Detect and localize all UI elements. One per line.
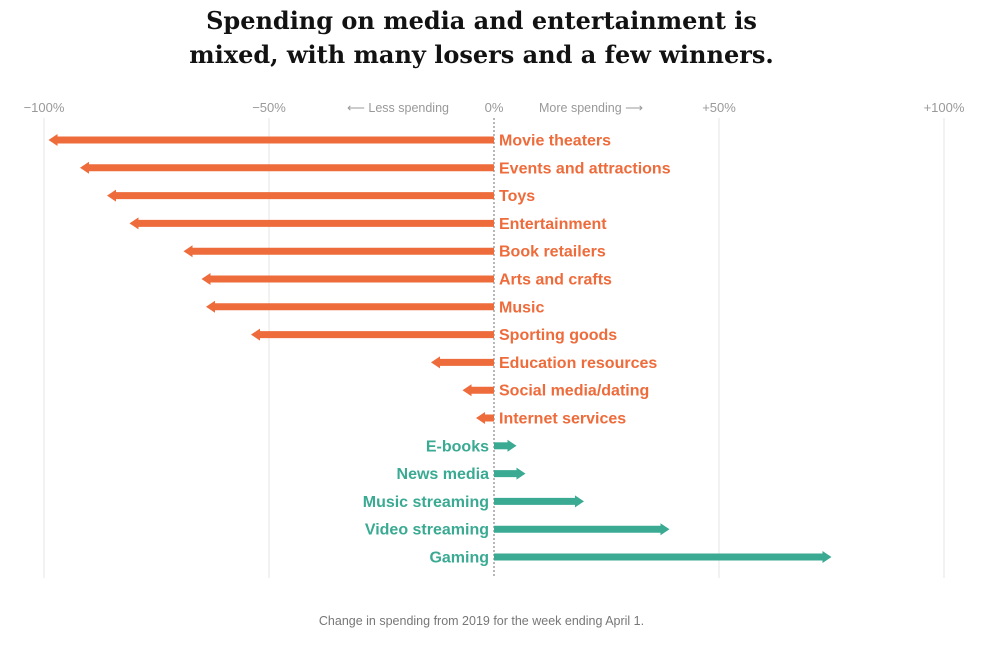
arrow-head <box>476 412 485 424</box>
category-label: Music <box>499 299 544 316</box>
arrow-head <box>107 189 116 202</box>
title-line-1: Spending on media and entertainment is <box>206 6 757 35</box>
category-label: Gaming <box>429 550 489 567</box>
arrow-head <box>206 300 215 313</box>
x-tick-label: −100% <box>24 100 65 115</box>
category-label: Arts and crafts <box>499 272 612 289</box>
category-label: Social media/dating <box>499 383 649 400</box>
arrow-series <box>48 134 832 563</box>
arrow-head <box>431 356 440 369</box>
arrow-head <box>575 495 584 508</box>
title-line-2: mixed, with many losers and a few winner… <box>189 40 774 69</box>
less-spending-label: ⟵ Less spending <box>347 101 449 115</box>
arrow-head <box>462 384 472 397</box>
category-label: Book retailers <box>499 244 606 261</box>
category-label: Sporting goods <box>499 327 617 344</box>
arrow-head <box>80 161 89 174</box>
arrow-head <box>660 523 670 536</box>
more-spending-label: More spending ⟶ <box>539 101 643 115</box>
category-label: Education resources <box>499 355 657 372</box>
arrow-head <box>201 273 211 285</box>
arrow-head <box>822 551 832 563</box>
arrow-head <box>48 134 58 146</box>
arrow-head <box>507 439 517 452</box>
category-label: Internet services <box>499 411 626 428</box>
x-tick-label: 0% <box>485 100 504 115</box>
arrow-head <box>183 245 193 258</box>
x-tick-label: −50% <box>252 100 286 115</box>
category-labels: Movie theaters Events and attractions Toys… <box>363 133 671 567</box>
arrow-chart: −100% −50% 0% +50% +100% ⟵ Less spending Mor… <box>24 100 965 578</box>
chart-title: Spending on media and entertainment is m… <box>0 4 963 72</box>
chart-note: Change in spending from 2019 for the wee… <box>318 614 645 628</box>
category-label: E-books <box>426 438 489 455</box>
gridlines <box>43 118 945 578</box>
category-label: Movie theaters <box>499 133 611 150</box>
category-label: News media <box>397 466 490 483</box>
x-axis-ticks: −100% −50% 0% +50% +100% <box>24 100 965 115</box>
x-tick-label: +50% <box>702 100 736 115</box>
category-label: Music streaming <box>363 494 489 511</box>
x-tick-label: +100% <box>924 100 965 115</box>
category-label: Events and attractions <box>499 160 671 177</box>
category-label: Entertainment <box>499 216 607 233</box>
arrow-head <box>516 467 526 480</box>
category-label: Video streaming <box>365 522 489 539</box>
arrow-head <box>129 217 139 230</box>
arrow-head <box>251 328 260 341</box>
category-label: Toys <box>499 188 535 205</box>
